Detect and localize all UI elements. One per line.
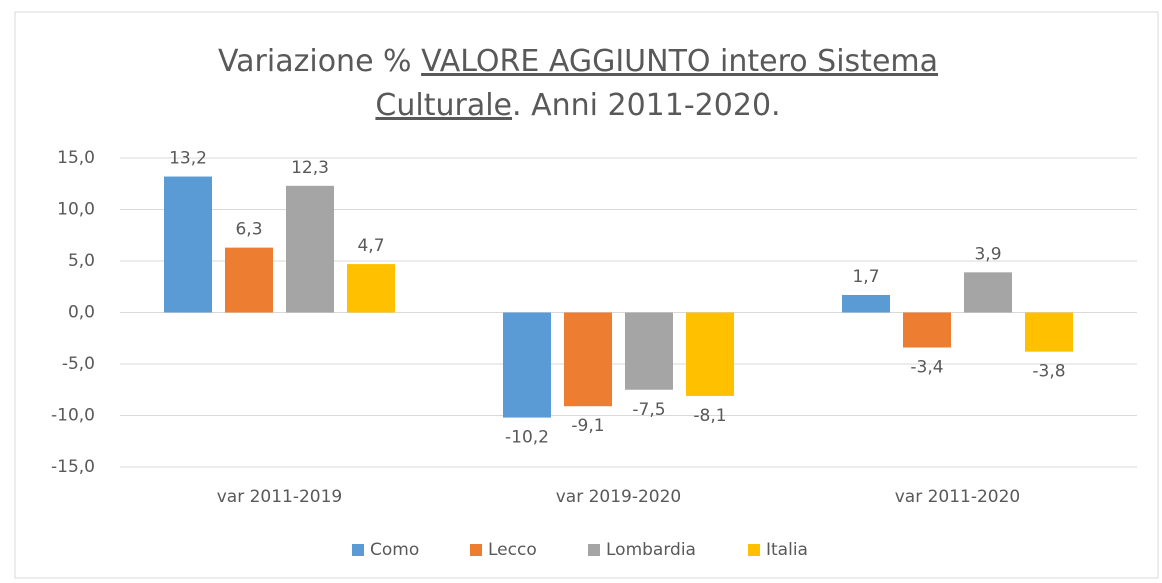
value-label: 3,9 xyxy=(974,244,1001,264)
legend-label: Lecco xyxy=(488,540,537,560)
y-tick-label: 10,0 xyxy=(57,200,95,220)
y-tick-label: -10,0 xyxy=(51,406,95,426)
value-label: -7,5 xyxy=(632,400,665,420)
bar xyxy=(286,185,334,313)
bar xyxy=(686,312,734,396)
chart-title-line-1: Variazione % VALORE AGGIUNTO intero Sist… xyxy=(218,44,938,79)
bar xyxy=(503,312,551,418)
y-tick-label: -15,0 xyxy=(51,457,95,477)
y-tick-label: 5,0 xyxy=(68,251,95,271)
y-tick-label: 15,0 xyxy=(57,148,95,168)
legend-label: Italia xyxy=(766,540,808,560)
bar xyxy=(564,312,612,407)
chart-title-line-2: Culturale. Anni 2011-2020. xyxy=(375,88,780,123)
x-tick-label: var 2011-2019 xyxy=(217,487,343,507)
value-label: 1,7 xyxy=(852,267,879,287)
legend-label: Lombardia xyxy=(606,540,696,560)
legend-label: Como xyxy=(370,540,419,560)
bar xyxy=(347,264,395,313)
x-tick-label: var 2011-2020 xyxy=(895,487,1021,507)
value-label: -9,1 xyxy=(571,416,604,436)
bar xyxy=(964,272,1012,313)
title-part: Culturale xyxy=(375,88,512,123)
y-tick-label: 0,0 xyxy=(68,303,95,323)
bar xyxy=(225,247,273,313)
value-label: 6,3 xyxy=(235,220,262,240)
x-tick-label: var 2019-2020 xyxy=(556,487,682,507)
legend-swatch xyxy=(470,544,482,556)
value-label: -3,8 xyxy=(1032,362,1065,382)
bar xyxy=(1025,312,1073,352)
value-label: 4,7 xyxy=(357,236,384,256)
value-label: 12,3 xyxy=(291,158,329,178)
title-part: . Anni 2011-2020. xyxy=(512,88,781,123)
value-label: -8,1 xyxy=(693,406,726,426)
bar xyxy=(164,176,212,313)
legend-swatch xyxy=(352,544,364,556)
legend-swatch xyxy=(748,544,760,556)
y-tick-label: -5,0 xyxy=(62,354,95,374)
title-part: Variazione % xyxy=(218,44,421,79)
bar xyxy=(903,312,951,348)
value-label: -10,2 xyxy=(505,428,549,448)
title-part: VALORE AGGIUNTO intero Sistema xyxy=(421,44,938,79)
bar xyxy=(625,312,673,390)
value-label: 13,2 xyxy=(169,149,207,169)
bar xyxy=(842,294,890,313)
value-label: -3,4 xyxy=(910,358,943,378)
legend-swatch xyxy=(588,544,600,556)
